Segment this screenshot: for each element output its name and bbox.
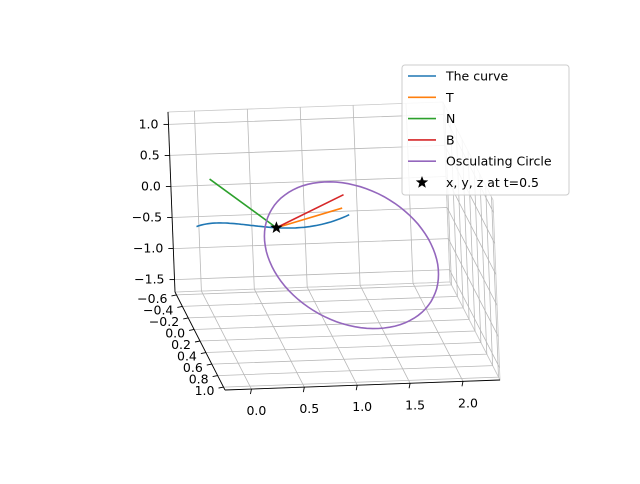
point-marker-star [270,221,283,233]
legend-label: N [446,111,455,126]
grid-z [174,269,500,368]
y-tick-label: 0.0 [165,326,185,341]
legend-box [401,64,570,196]
grid-z [172,207,498,306]
grid-x [194,110,252,390]
x-tick-label: 1.0 [352,399,372,414]
x-tick-label: 1.5 [405,397,425,412]
z-tick-label: −1.5 [134,272,164,287]
grid-y [217,185,494,376]
x-tick-mark [461,381,464,387]
legend-label: The curve [445,69,509,84]
grid-y [223,197,499,388]
z-tick-label: 0.0 [141,179,161,194]
grid-x [352,105,411,384]
y-tick-mark [200,352,206,354]
legend-label: T [445,90,454,105]
series-n [209,178,277,229]
y-tick-mark [212,375,218,378]
plot-series [196,178,440,330]
x-tick-mark [355,385,358,391]
y-tick-label: 0.2 [171,337,191,352]
series-b [276,193,344,229]
x-tick-label: 2.0 [458,395,478,410]
y-tick-mark [206,363,212,366]
z-tick-label: 1.0 [139,116,159,131]
grid-y [205,162,482,353]
legend-label: B [446,132,455,147]
series-osculating-circle [263,180,440,330]
tick-labels: 0.0 0.5 1.0 1.5 2.0−0.6−0.4−0.20.00.20.40.60… [132,116,478,418]
y-tick-label: 0.6 [183,360,203,375]
y-tick-label: 0.4 [177,349,197,364]
legend-marker-star [415,176,429,188]
z-tick-label: −1.0 [133,241,163,256]
x-tick-mark [250,388,252,395]
z-axis-line [167,111,176,293]
grid-y [199,150,476,342]
x-tick-mark [302,387,305,393]
grid-y [211,174,488,365]
z-tick-label: −0.5 [132,210,162,225]
y-tick-mark [194,340,201,343]
legend-label: Osculating Circle [446,154,552,169]
y-tick-mark [189,329,195,331]
series-t [276,207,343,229]
legend: The curve TNB Osculating Circle x, y, z at … [401,64,570,196]
x-axis-line [224,379,501,391]
x-tick-mark [408,383,411,389]
y-tick-label: 0.8 [189,372,209,387]
x-tick-label: 0.0 [246,403,266,418]
y-tick-label: −0.2 [149,314,179,329]
y-tick-label: −0.4 [143,302,173,317]
x-tick-label: 0.5 [299,401,319,416]
y-tick-mark [171,294,177,297]
series-the-curve [196,213,350,229]
z-tick-label: 0.5 [140,147,160,162]
grid-y [194,139,470,330]
y-tick-label: −0.6 [137,291,167,306]
y-tick-mark [183,317,189,320]
y-tick-mark [177,305,183,308]
legend-label: x, y, z at t=0.5 [446,175,539,190]
grid-x [299,107,358,386]
y-tick-label: 1.0 [195,383,215,398]
y-tick-mark [218,386,224,389]
grid-x [246,109,305,388]
